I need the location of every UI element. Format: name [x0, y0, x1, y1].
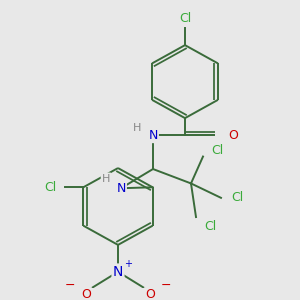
- Text: H: H: [102, 174, 110, 184]
- Text: O: O: [228, 129, 238, 142]
- Text: N: N: [116, 182, 126, 195]
- Text: O: O: [145, 288, 155, 300]
- Text: Cl: Cl: [231, 191, 243, 204]
- Text: N: N: [113, 265, 123, 279]
- Text: O: O: [81, 288, 91, 300]
- Text: Cl: Cl: [204, 220, 216, 233]
- Text: H: H: [133, 123, 141, 133]
- Text: N: N: [148, 129, 158, 142]
- Text: +: +: [124, 259, 132, 269]
- Text: −: −: [161, 279, 171, 292]
- Text: Cl: Cl: [179, 12, 191, 25]
- Text: −: −: [65, 279, 75, 292]
- Text: Cl: Cl: [211, 144, 223, 157]
- Text: Cl: Cl: [44, 181, 56, 194]
